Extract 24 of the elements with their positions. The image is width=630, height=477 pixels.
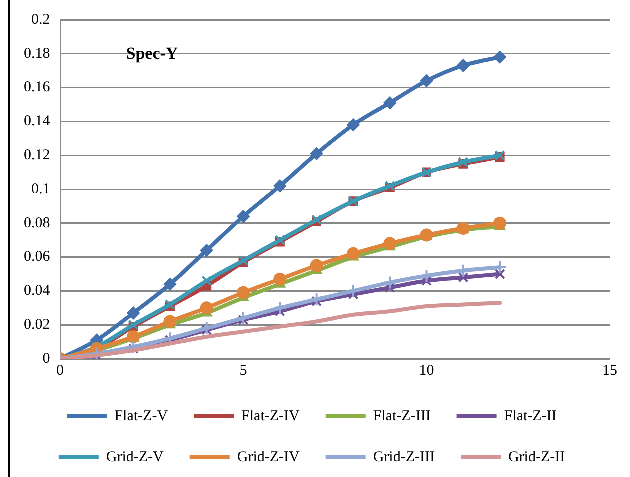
legend-label: Grid-Z-IV <box>237 449 300 466</box>
legend-label: Flat-Z-III <box>373 408 431 424</box>
y-tick-label: 0.2 <box>32 12 50 28</box>
legend-label: Grid-Z-V <box>106 449 164 466</box>
y-tick-label: 0.08 <box>24 215 50 232</box>
text: Spec-Y <box>126 44 178 63</box>
legend-label: Grid-Z-II <box>508 449 566 466</box>
x-tick-label: 10 <box>419 362 434 379</box>
legend-label: Flat-Z-V <box>114 408 168 424</box>
y-tick-label: 0.16 <box>24 80 51 96</box>
x-tick-label: 5 <box>240 362 248 379</box>
y-tick-label: 0.1 <box>32 181 50 198</box>
x-tick-label: 15 <box>602 362 618 379</box>
y-tick-label: 0 <box>42 350 50 367</box>
y-tick-label: 0.02 <box>24 317 50 334</box>
y-tick-label: 0.18 <box>24 46 50 62</box>
y-tick-label: 0.06 <box>24 249 51 266</box>
legend-label: Flat-Z-IV <box>242 408 300 424</box>
y-tick-label: 0.04 <box>24 283 51 300</box>
x-tick-label: 0 <box>56 362 64 379</box>
legend-label: Flat-Z-II <box>504 408 557 424</box>
y-tick-label: 0.14 <box>24 114 51 130</box>
y-tick-label: 0.12 <box>24 148 50 164</box>
legend-label: Grid-Z-III <box>373 449 435 466</box>
